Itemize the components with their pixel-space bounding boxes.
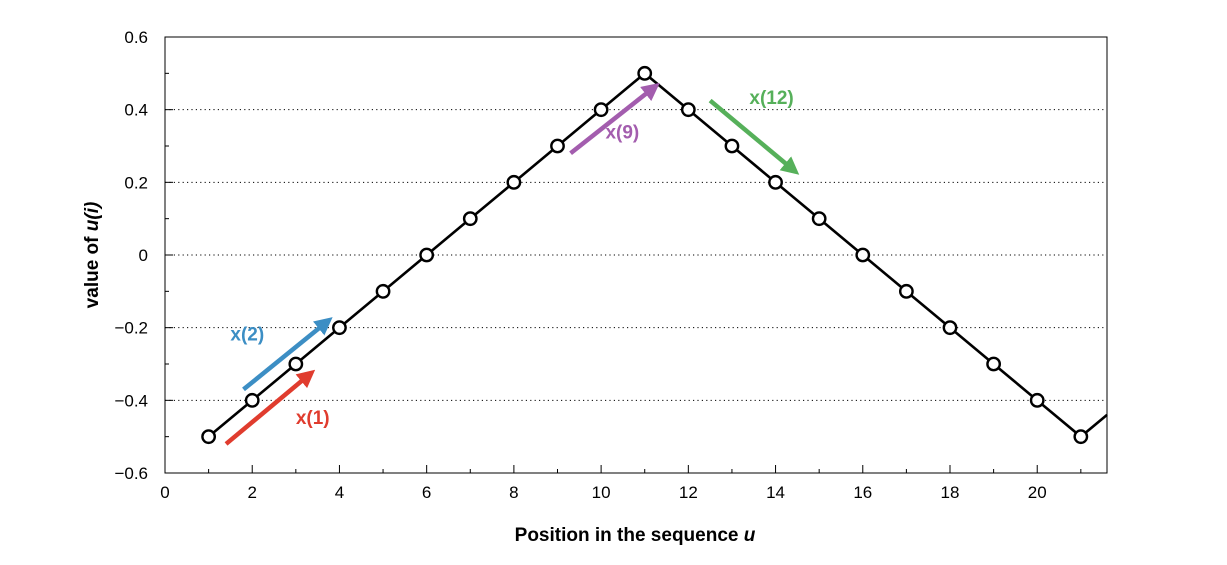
data-point: [462, 211, 478, 227]
annotations-layer: x(1) x(2) x(9) x(12): [224, 82, 800, 446]
data-point: [593, 102, 609, 118]
x-tick-label: 8: [509, 483, 518, 502]
data-point: [898, 283, 914, 299]
data-point: [986, 356, 1002, 372]
data-point: [332, 320, 347, 336]
x-axis-title-text: Position in the sequence: [515, 525, 739, 546]
data-point: [1029, 392, 1045, 408]
y-axis-title-var: u(i): [82, 202, 103, 232]
y-tick-label: −0.2: [114, 319, 148, 338]
data-point: [201, 429, 217, 445]
data-point: [680, 102, 696, 118]
y-tick-label: −0.6: [114, 464, 148, 483]
annotation-label: x(9): [605, 123, 639, 144]
data-point: [855, 247, 871, 263]
data-point: [724, 138, 740, 154]
data-point: [419, 247, 435, 263]
annotation-arrow: [708, 98, 800, 175]
data-point: [244, 392, 260, 408]
data-point: [550, 138, 565, 154]
x-tick-label: 20: [1028, 483, 1047, 502]
y-tick-label: −0.4: [114, 391, 148, 410]
y-tick-label: 0.6: [124, 28, 148, 47]
axis-ticks: 0 2 4 6 8 10 12 14 16 18 20 −0.6 −0.4 −0.2 0 0.2 0.4 0.6: [114, 28, 1082, 502]
x-tick-label: 14: [766, 483, 785, 502]
data-point: [637, 65, 653, 81]
data-point: [288, 356, 304, 372]
x-tick-label: 10: [592, 483, 611, 502]
x-tick-label: 6: [422, 483, 431, 502]
x-tick-label: 16: [853, 483, 872, 502]
series-line: [207, 71, 1108, 439]
x-tick-label: 0: [160, 483, 169, 502]
x-axis-title: Position in the sequence u: [515, 525, 756, 546]
y-axis-title: value of u(i): [82, 202, 103, 309]
annotation-label: x(1): [296, 408, 330, 429]
x-axis-title-var: u: [744, 525, 756, 546]
x-tick-label: 18: [941, 483, 960, 502]
data-point: [768, 174, 783, 190]
y-tick-label: 0.4: [124, 101, 148, 120]
x-tick-label: 12: [679, 483, 698, 502]
annotation-arrow: [242, 317, 333, 392]
y-tick-label: 0.2: [124, 173, 148, 192]
annotation-label: x(12): [749, 88, 793, 109]
data-point: [506, 174, 522, 190]
data-point: [942, 320, 958, 336]
data-point: [375, 283, 391, 299]
annotation-arrow: [224, 369, 316, 446]
grid-lines: [165, 109, 1107, 401]
x-tick-label: 2: [247, 483, 256, 502]
data-point: [1073, 429, 1089, 445]
data-point: [811, 211, 827, 227]
series-layer: [201, 65, 1108, 445]
x-tick-label: 4: [335, 483, 344, 502]
annotation-label: x(2): [230, 324, 264, 345]
y-tick-label: 0: [139, 246, 148, 265]
annotation-arrow: [569, 82, 660, 156]
y-axis-title-text: value of: [82, 236, 103, 308]
